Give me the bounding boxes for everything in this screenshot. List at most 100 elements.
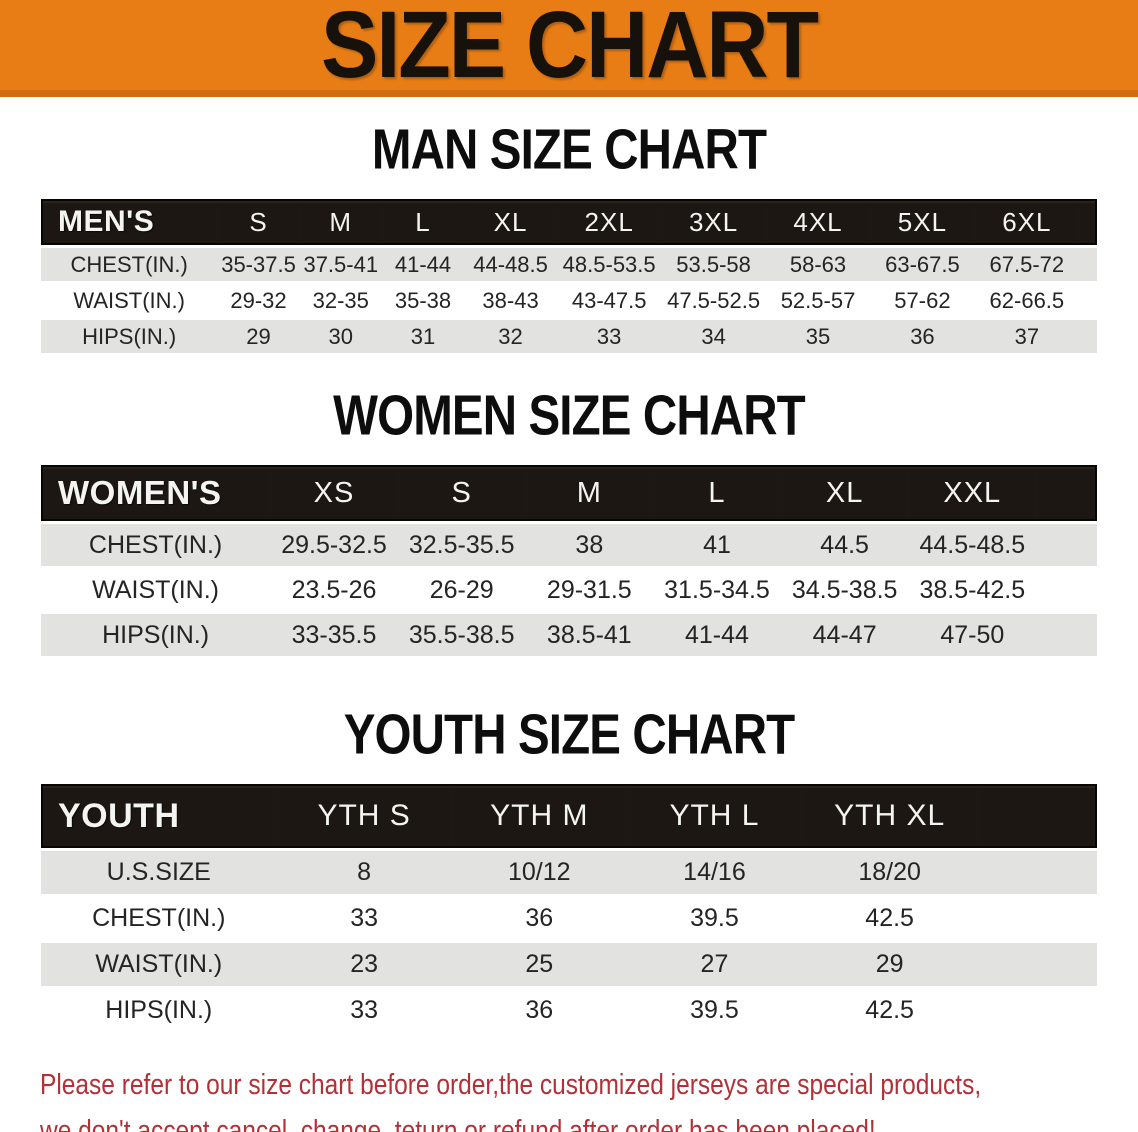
measurement-value: 43-47.5 <box>556 281 662 317</box>
measurement-value: 30 <box>299 317 382 353</box>
measurement-value: 38.5-42.5 <box>908 566 1037 611</box>
women-size-chart-section: WOMEN SIZE CHART WOMEN'S XS S M L XL XXL CHEST(… <box>0 388 1138 656</box>
measurement-value: 33 <box>556 317 662 353</box>
measurement-value: 18/20 <box>802 848 978 894</box>
measurement-value: 25 <box>451 940 627 986</box>
order-notice: Please refer to our size chart before or… <box>40 1062 1138 1132</box>
measurement-value: 39.5 <box>626 894 803 940</box>
measurement-value: 35.5-38.5 <box>397 611 526 656</box>
table-row: HIPS(IN.) 33-35.5 35.5-38.5 38.5-41 41-44 44-… <box>41 611 1097 656</box>
measurement-value: 47-50 <box>908 611 1037 656</box>
measurement-value: 35 <box>765 317 871 353</box>
measurement-value: 33 <box>276 894 452 940</box>
measurement-value: 62-66.5 <box>974 281 1080 317</box>
filler-cell <box>977 894 1097 940</box>
filler-cell <box>977 986 1097 1032</box>
measurement-value: 23 <box>276 940 452 986</box>
measurement-value: 29.5-32.5 <box>270 521 398 566</box>
measurement-value: 29 <box>802 940 978 986</box>
youth-size-table: YOUTH YTH S YTH M YTH L YTH XL U.S.SIZE 8 10/12… <box>41 784 1097 1032</box>
size-column-header: S <box>217 199 300 245</box>
table-group-label: MEN'S <box>41 199 218 245</box>
women-size-table: WOMEN'S XS S M L XL XXL CHEST(IN.) 29.5-32.5 32.5… <box>41 465 1097 656</box>
measurement-value: 32-35 <box>299 281 382 317</box>
measurement-value: 32.5-35.5 <box>397 521 526 566</box>
measurement-value: 44-47 <box>780 611 909 656</box>
measurement-value: 38 <box>525 521 654 566</box>
measurement-value: 63-67.5 <box>870 245 975 281</box>
measurement-value: 33-35.5 <box>270 611 398 656</box>
size-column-header: 4XL <box>765 199 871 245</box>
size-column-header: YTH L <box>626 784 803 848</box>
measurement-value: 48.5-53.5 <box>556 245 662 281</box>
table-group-label: YOUTH <box>41 784 277 848</box>
table-row: U.S.SIZE 8 10/12 14/16 18/20 <box>41 848 1097 894</box>
measurement-label: CHEST(IN.) <box>41 894 277 940</box>
size-column-header: YTH M <box>451 784 627 848</box>
table-row: CHEST(IN.) 35-37.5 37.5-41 41-44 44-48.5 48.5… <box>41 245 1097 281</box>
measurement-label: CHEST(IN.) <box>41 245 218 281</box>
size-column-header: YTH XL <box>802 784 978 848</box>
size-column-header: M <box>525 465 654 521</box>
filler-cell <box>977 784 1097 848</box>
measurement-value: 44.5-48.5 <box>908 521 1037 566</box>
size-column-header: XL <box>780 465 909 521</box>
measurement-value: 31.5-34.5 <box>653 566 781 611</box>
men-size-table: MEN'S S M L XL 2XL 3XL 4XL 5XL 6XL CHEST(IN.) 35-37… <box>41 199 1097 353</box>
measurement-value: 44-48.5 <box>464 245 557 281</box>
measurement-label: HIPS(IN.) <box>41 611 271 656</box>
measurement-value: 34.5-38.5 <box>780 566 909 611</box>
filler-cell <box>977 848 1097 894</box>
measurement-value: 35-37.5 <box>217 245 300 281</box>
size-column-header: 3XL <box>661 199 766 245</box>
size-column-header: S <box>397 465 526 521</box>
measurement-label: WAIST(IN.) <box>41 281 218 317</box>
size-column-header: M <box>299 199 382 245</box>
size-column-header: XS <box>270 465 398 521</box>
women-size-chart-title: WOMEN SIZE CHART <box>0 388 1138 444</box>
filler-cell <box>1036 611 1097 656</box>
measurement-value: 36 <box>451 986 627 1032</box>
measurement-label: U.S.SIZE <box>41 848 277 894</box>
measurement-value: 36 <box>451 894 627 940</box>
measurement-value: 10/12 <box>451 848 627 894</box>
measurement-value: 34 <box>661 317 766 353</box>
measurement-value: 29 <box>217 317 300 353</box>
table-row: HIPS(IN.) 29 30 31 32 33 34 35 36 37 <box>41 317 1097 353</box>
size-chart-banner: SIZE CHART <box>0 0 1138 97</box>
table-row: WAIST(IN.) 23.5-26 26-29 29-31.5 31.5-34.5 34… <box>41 566 1097 611</box>
size-column-header: XXL <box>908 465 1037 521</box>
youth-size-chart-title: YOUTH SIZE CHART <box>0 707 1138 763</box>
measurement-value: 44.5 <box>780 521 909 566</box>
filler-cell <box>977 940 1097 986</box>
filler-cell <box>1079 199 1097 245</box>
measurement-label: WAIST(IN.) <box>41 566 271 611</box>
measurement-value: 27 <box>626 940 803 986</box>
measurement-value: 38.5-41 <box>525 611 654 656</box>
man-size-chart-title: MAN SIZE CHART <box>0 122 1138 178</box>
size-table-header-row: YOUTH YTH S YTH M YTH L YTH XL <box>41 784 1097 848</box>
measurement-value: 29-32 <box>217 281 300 317</box>
measurement-value: 58-63 <box>765 245 871 281</box>
notice-line-2: we don't accept cancel, change, teturn o… <box>40 1115 876 1132</box>
measurement-value: 42.5 <box>802 894 978 940</box>
filler-cell <box>1036 566 1097 611</box>
size-column-header: L <box>381 199 465 245</box>
measurement-value: 41 <box>653 521 781 566</box>
measurement-value: 32 <box>464 317 557 353</box>
table-row: HIPS(IN.) 33 36 39.5 42.5 <box>41 986 1097 1032</box>
size-column-header: 2XL <box>556 199 662 245</box>
measurement-value: 26-29 <box>397 566 526 611</box>
measurement-label: CHEST(IN.) <box>41 521 271 566</box>
filler-cell <box>1036 521 1097 566</box>
banner-title: SIZE CHART <box>321 0 819 97</box>
size-column-header: 6XL <box>974 199 1080 245</box>
table-group-label: WOMEN'S <box>41 465 271 521</box>
measurement-value: 29-31.5 <box>525 566 654 611</box>
table-row: CHEST(IN.) 29.5-32.5 32.5-35.5 38 41 44.5 44.5… <box>41 521 1097 566</box>
measurement-value: 41-44 <box>653 611 781 656</box>
filler-cell <box>1079 317 1097 353</box>
size-column-header: YTH S <box>276 784 452 848</box>
measurement-value: 23.5-26 <box>270 566 398 611</box>
measurement-value: 14/16 <box>626 848 803 894</box>
